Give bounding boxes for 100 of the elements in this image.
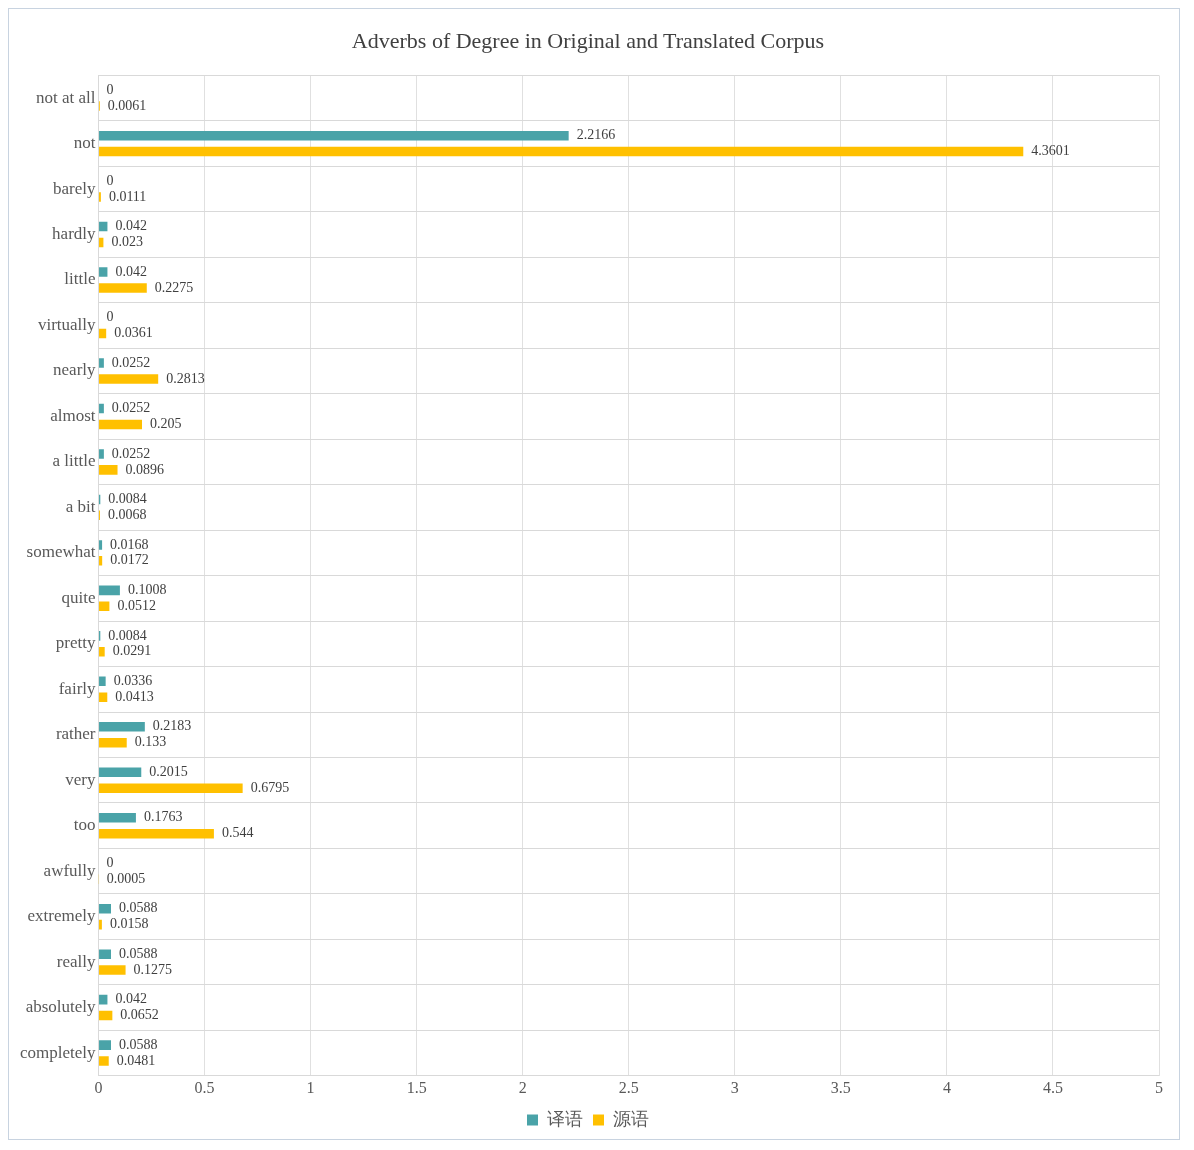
data-label: 0.1275 — [133, 961, 173, 977]
x-tick-label: 1.5 — [406, 1078, 427, 1096]
bar — [99, 601, 110, 612]
y-tick-label: pretty — [55, 633, 97, 653]
data-label: 0.0084 — [108, 627, 147, 643]
bar — [99, 283, 147, 293]
data-label: 0.0481 — [116, 1052, 156, 1068]
data-label: 0.0413 — [115, 688, 154, 704]
y-tick-label: almost — [50, 405, 96, 425]
data-label: 0.205 — [150, 416, 182, 432]
bar — [99, 465, 118, 475]
data-label: 0.2813 — [166, 370, 205, 386]
data-label: 0.2015 — [149, 763, 188, 779]
bar — [99, 267, 108, 277]
y-tick-label: extremely — [27, 906, 97, 926]
data-label: 0.042 — [115, 218, 147, 234]
y-tick-label: a bit — [65, 496, 96, 516]
bar — [99, 403, 104, 414]
x-tick-label: 1 — [306, 1078, 315, 1096]
data-label: 0.0291 — [112, 643, 152, 659]
data-label: 0.0172 — [110, 552, 149, 568]
data-label: 0.042 — [115, 263, 147, 279]
data-label: 0.1763 — [143, 809, 183, 825]
data-label: 0.042 — [115, 991, 147, 1007]
data-label: 0.1008 — [127, 582, 167, 598]
bar — [99, 783, 243, 793]
y-tick-label: somewhat — [26, 542, 96, 562]
x-tick-label: 2 — [518, 1078, 527, 1096]
y-tick-label: barely — [53, 178, 97, 198]
data-label: 0 — [106, 172, 114, 188]
y-tick-label: a little — [52, 451, 96, 471]
bar — [99, 676, 106, 687]
data-label: 0.0005 — [106, 870, 146, 886]
data-label: 4.3601 — [1031, 143, 1070, 159]
bar — [99, 965, 126, 975]
bar — [99, 812, 136, 823]
data-label: 0.0252 — [111, 400, 151, 416]
bar — [99, 130, 569, 141]
y-tick-label: very — [65, 769, 97, 789]
x-tick-label: 0 — [94, 1078, 103, 1096]
data-label: 0.0361 — [114, 325, 153, 341]
data-label: 0.2183 — [152, 718, 192, 734]
data-label: 0.0168 — [110, 536, 149, 552]
data-label: 0.133 — [134, 734, 167, 750]
bar — [99, 1040, 111, 1050]
data-label: 0 — [106, 309, 114, 325]
bar — [99, 540, 103, 550]
bar — [99, 903, 111, 914]
y-tick-label: too — [73, 815, 96, 835]
data-label: 0 — [106, 81, 114, 97]
data-label: 0.0588 — [119, 1036, 158, 1052]
x-tick-label: 4.5 — [1042, 1078, 1063, 1096]
bar — [99, 919, 102, 930]
data-label: 0.023 — [111, 234, 143, 250]
y-tick-label: hardly — [52, 224, 97, 244]
y-tick-label: completely — [20, 1042, 97, 1062]
x-tick-label: 3.5 — [830, 1078, 851, 1096]
bar — [99, 419, 143, 430]
x-tick-label: 0.5 — [194, 1078, 215, 1096]
x-tick-label: 2.5 — [618, 1078, 639, 1096]
y-tick-label: fairly — [58, 678, 97, 698]
bar — [99, 1056, 109, 1066]
data-label: 0.0252 — [111, 445, 151, 461]
bar — [99, 722, 145, 732]
chart-title: Adverbs of Degree in Original and Translated Corpus — [351, 27, 825, 53]
data-label: 0.0336 — [113, 673, 153, 688]
x-tick-label: 5 — [1155, 1078, 1163, 1096]
bar — [99, 949, 111, 959]
data-label: 0.0896 — [125, 461, 165, 477]
bar — [99, 1010, 113, 1021]
data-label: 0.0652 — [120, 1007, 159, 1023]
bar — [99, 828, 214, 839]
bar — [99, 767, 142, 778]
bar — [99, 737, 127, 748]
bar — [99, 374, 159, 384]
data-label: 0.6795 — [250, 779, 290, 795]
bar — [99, 692, 108, 703]
data-label: 2.2166 — [576, 127, 616, 143]
y-tick-label: not — [73, 133, 96, 153]
data-label: 0.0061 — [107, 97, 147, 113]
legend-label: 源语 — [613, 1108, 649, 1129]
data-label: 0 — [106, 854, 114, 870]
bar — [99, 146, 1024, 157]
bar — [99, 556, 103, 566]
y-tick-label: rather — [55, 724, 96, 744]
data-label: 0.0111 — [108, 188, 147, 204]
y-tick-label: awfully — [43, 860, 97, 880]
bar — [99, 994, 108, 1005]
data-label: 0.544 — [221, 825, 254, 841]
bar — [99, 449, 104, 459]
data-label: 0.0084 — [108, 491, 147, 507]
bar — [99, 646, 105, 657]
data-label: 0.0252 — [111, 354, 151, 370]
y-tick-label: quite — [61, 587, 96, 607]
y-tick-label: really — [56, 951, 97, 971]
y-tick-label: not at all — [36, 87, 96, 107]
bar — [99, 328, 107, 339]
data-label: 0.0068 — [107, 507, 147, 523]
data-label: 0.0158 — [109, 916, 149, 932]
y-tick-label: nearly — [53, 360, 97, 380]
